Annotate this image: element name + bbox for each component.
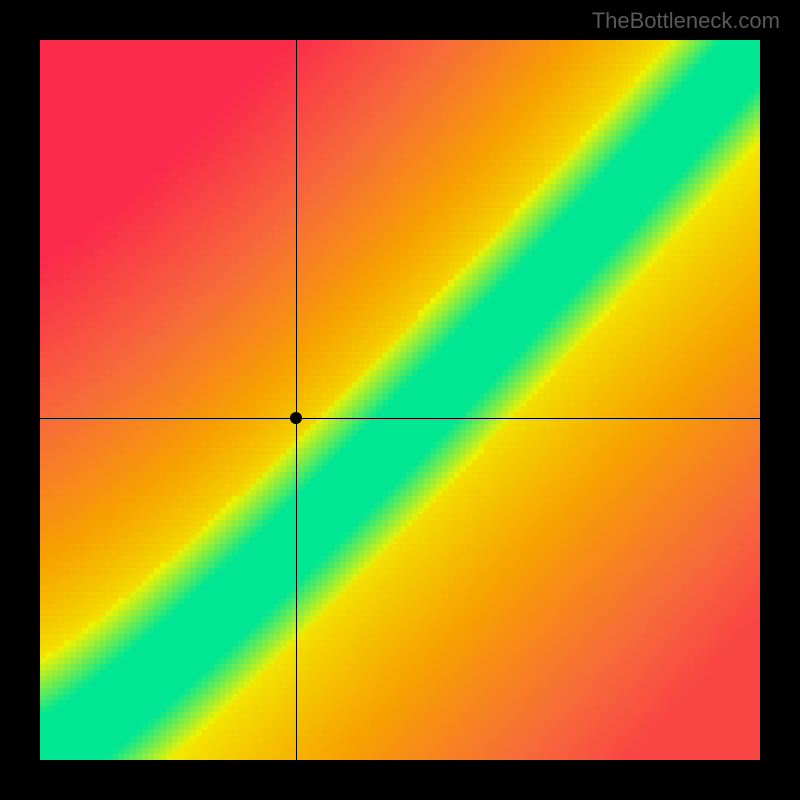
- crosshair-marker: [290, 412, 302, 424]
- watermark-label: TheBottleneck.com: [592, 8, 780, 34]
- crosshair-horizontal: [40, 418, 760, 419]
- heatmap-chart: [40, 40, 760, 760]
- crosshair-vertical: [296, 40, 297, 760]
- heatmap-canvas: [40, 40, 760, 760]
